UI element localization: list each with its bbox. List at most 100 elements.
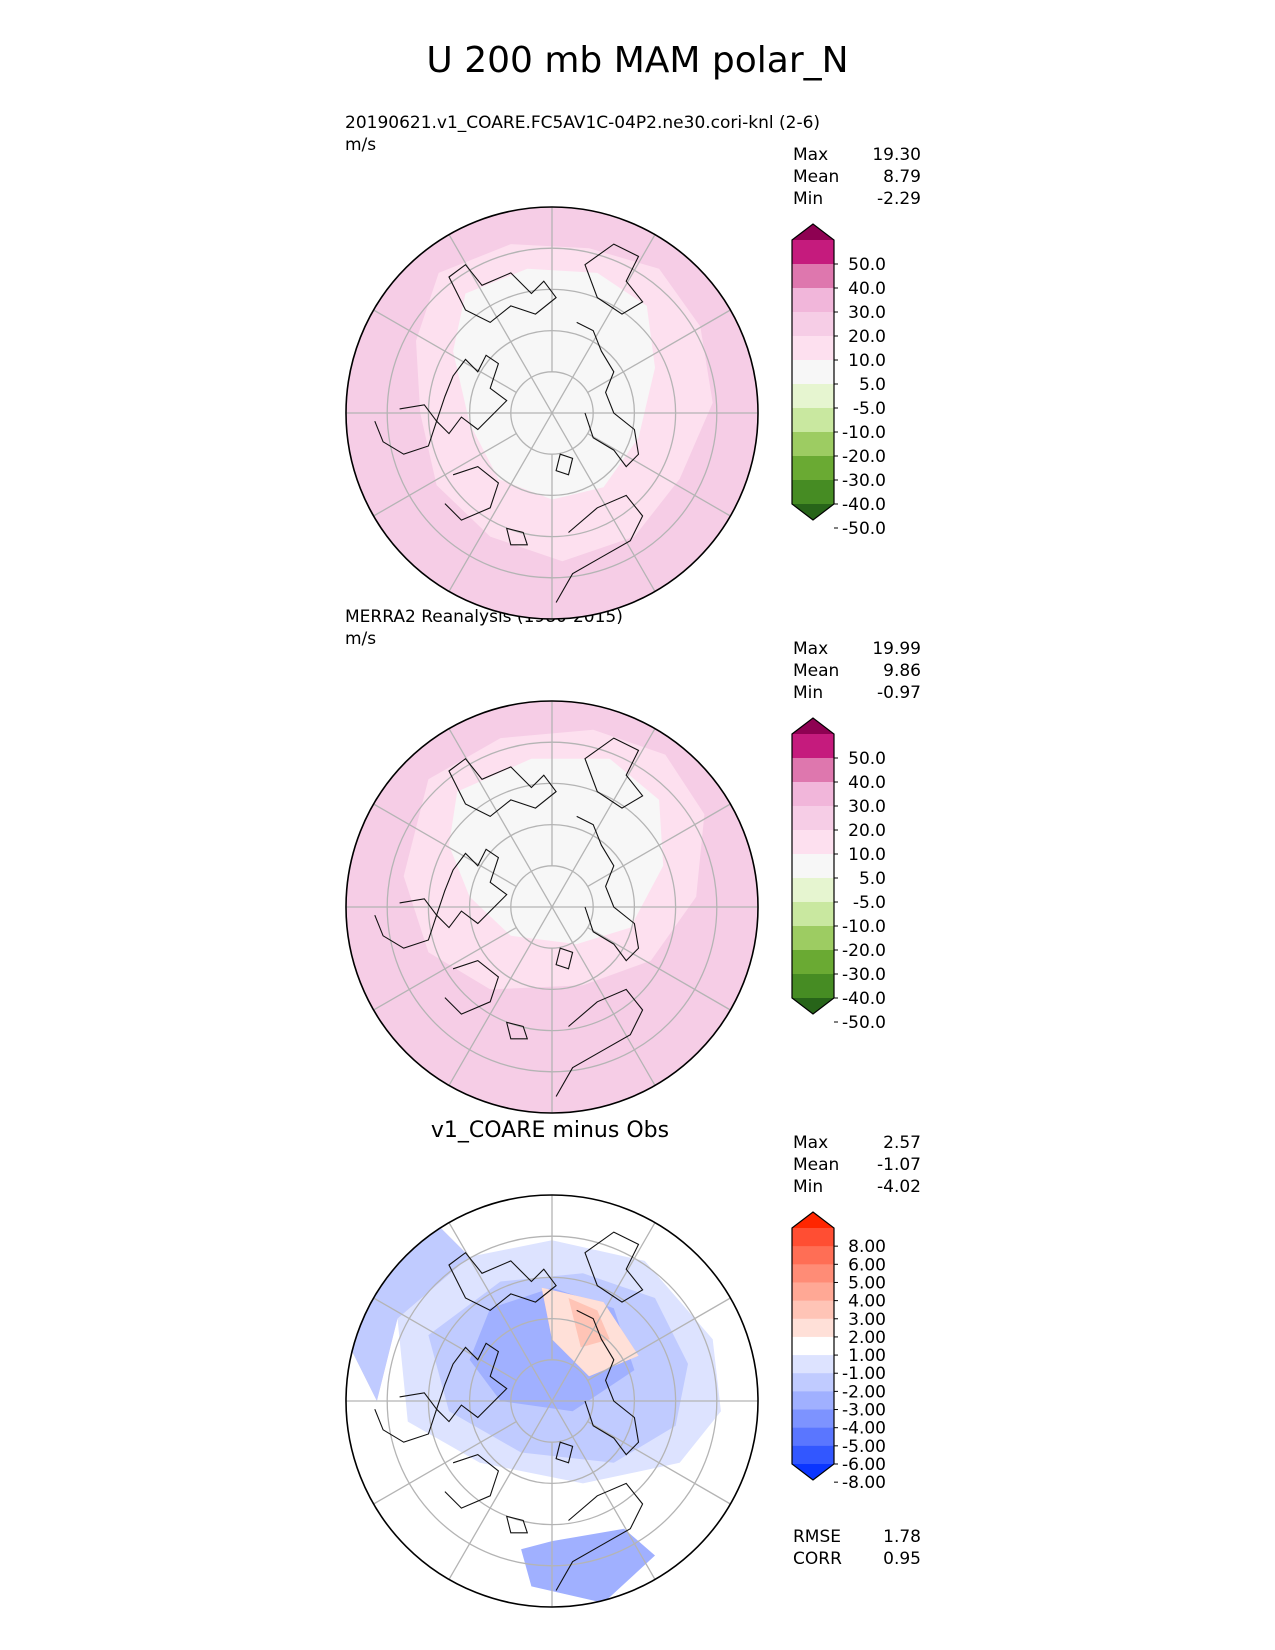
stat-value: -2.29 <box>877 189 921 209</box>
meridian-line <box>572 234 656 378</box>
meridian-line <box>448 234 532 378</box>
colorbar-tick-label: -20.0 <box>842 447 886 467</box>
colorbar-tick-label: -1.00 <box>842 1364 886 1384</box>
coastline <box>435 1342 508 1423</box>
coastline <box>448 757 557 818</box>
coastline <box>374 404 438 455</box>
colorbar-extension-top <box>792 1212 834 1228</box>
coastline <box>448 1251 557 1312</box>
polar-map-2: 50.0 40.0 30.0 20.0 10.0 5.0 -5.0 -10.0 -20.0 -30… <box>345 700 886 1114</box>
colorbar-tick-label: -40.0 <box>842 989 886 1009</box>
colorbar-tick-label: -50.0 <box>842 519 886 539</box>
contour-region <box>521 1528 655 1603</box>
colorbar-segment <box>792 432 834 457</box>
colorbar-tick-label: -10.0 <box>842 917 886 937</box>
colorbar-tick-label: -10.0 <box>842 423 886 443</box>
meridian-line <box>373 1421 517 1505</box>
colorbar-tick-label: -3.00 <box>842 1401 886 1421</box>
colorbar-tick-label: 4.00 <box>848 1292 886 1312</box>
coastline <box>555 947 574 970</box>
figure-title: U 200 mb MAM polar_N <box>426 40 849 81</box>
coastline <box>448 263 557 324</box>
coastline <box>374 898 438 949</box>
meridian-line <box>448 942 532 1086</box>
metric-value: 0.95 <box>883 1549 921 1569</box>
colorbar-tick-label: 10.0 <box>848 845 886 865</box>
colorbar-tick-label: 20.0 <box>848 327 886 347</box>
panel3-metrics: RMSE 1.78 CORR 0.95 <box>793 1526 921 1570</box>
meridian-line <box>587 433 731 517</box>
coastline <box>584 243 644 315</box>
coastline <box>555 494 644 603</box>
colorbar-segment <box>792 1391 834 1411</box>
map-border <box>345 1194 759 1608</box>
coastline <box>435 848 508 929</box>
contour-region <box>453 268 655 500</box>
stat-label: Max <box>793 639 829 659</box>
colorbar-tick-label: -2.00 <box>842 1382 886 1402</box>
colorbar-tick-label: 10.0 <box>848 351 886 371</box>
colorbar-segment <box>792 1355 834 1374</box>
colorbar-segment <box>792 974 834 999</box>
meridian-line <box>587 927 731 1011</box>
stat-label: Min <box>793 683 824 703</box>
coastline <box>555 1482 644 1591</box>
colorbar-segment <box>792 926 834 951</box>
meridian-line <box>448 1436 532 1580</box>
meridian-line <box>572 1222 656 1366</box>
colorbar-segment <box>792 1264 834 1283</box>
map-fill-group <box>346 1195 758 1607</box>
colorbar-tick-label: 1.00 <box>848 1346 886 1366</box>
meridian-line <box>572 448 656 592</box>
colorbar-segment <box>792 1409 834 1429</box>
coastline <box>505 527 529 546</box>
colorbar-segment <box>792 384 834 409</box>
coastline <box>555 988 644 1097</box>
coastline <box>435 354 508 435</box>
graticule <box>346 1195 758 1607</box>
coastline <box>444 959 500 1015</box>
panel1-units: m/s <box>345 135 377 155</box>
panel1-title: 20190621.v1_COARE.FC5AV1C-04P2.ne30.cori… <box>345 113 821 133</box>
stat-label: Max <box>793 1133 829 1153</box>
stat-value: 2.57 <box>883 1133 921 1153</box>
stat-value: -1.07 <box>877 1155 921 1175</box>
coastline <box>555 453 574 476</box>
colorbar-tick-label: -5.00 <box>842 1437 886 1457</box>
colorbar-segment <box>792 1228 834 1247</box>
colorbar-segment <box>792 878 834 903</box>
meridian-line <box>373 803 517 887</box>
meridian-line <box>587 1421 731 1505</box>
stat-label: Mean <box>793 1155 840 1175</box>
colorbar-tick-label: -30.0 <box>842 965 886 985</box>
map-border <box>345 206 759 620</box>
colorbar-tick-label: -6.00 <box>842 1455 886 1475</box>
colorbar-segment <box>792 758 834 783</box>
colorbar-tick-label: -4.00 <box>842 1419 886 1439</box>
colorbar-segment <box>792 408 834 433</box>
colorbar-segment <box>792 1282 834 1302</box>
meridian-line <box>572 728 656 872</box>
stat-value: 19.30 <box>872 145 921 165</box>
graticule <box>346 207 758 619</box>
meridian-line <box>373 927 517 1011</box>
colorbar-segment <box>792 1336 834 1356</box>
stat-value: 8.79 <box>883 167 921 187</box>
colorbar-segment <box>792 288 834 313</box>
colorbar-segment <box>792 480 834 505</box>
metric-label: CORR <box>793 1549 842 1569</box>
panel3-stats: Max 2.57 Mean -1.07 Min -4.02 <box>793 1132 921 1198</box>
coastlines <box>374 737 644 1097</box>
meridian-line <box>530 376 574 450</box>
colorbar-segment <box>792 782 834 807</box>
metric-value: 1.78 <box>883 1527 921 1547</box>
meridian-line <box>530 1364 574 1438</box>
coastline <box>444 1453 500 1509</box>
coastline <box>444 465 500 521</box>
colorbar-segment <box>792 1427 834 1447</box>
colorbar-segment <box>792 1300 834 1320</box>
colorbar-tick-label: -5.0 <box>853 399 886 419</box>
colorbar-tick-label: -50.0 <box>842 1013 886 1033</box>
coastline <box>576 815 640 962</box>
colorbar-tick-label: 8.00 <box>848 1237 886 1257</box>
